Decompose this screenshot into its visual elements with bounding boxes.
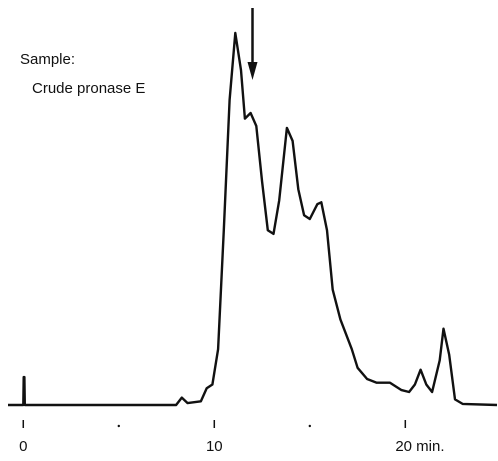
annotation: Sample: [20, 51, 75, 68]
annotation: Crude pronase E [32, 80, 145, 97]
x-tick-label: 0 [19, 438, 27, 455]
x-tick-label: 20 min. [395, 438, 444, 455]
x-minor-tick [117, 424, 120, 428]
arrow-head [247, 62, 258, 80]
x-minor-tick [308, 424, 312, 428]
x-tick-label: 10 [206, 438, 223, 455]
chromatogram-line [8, 31, 498, 407]
